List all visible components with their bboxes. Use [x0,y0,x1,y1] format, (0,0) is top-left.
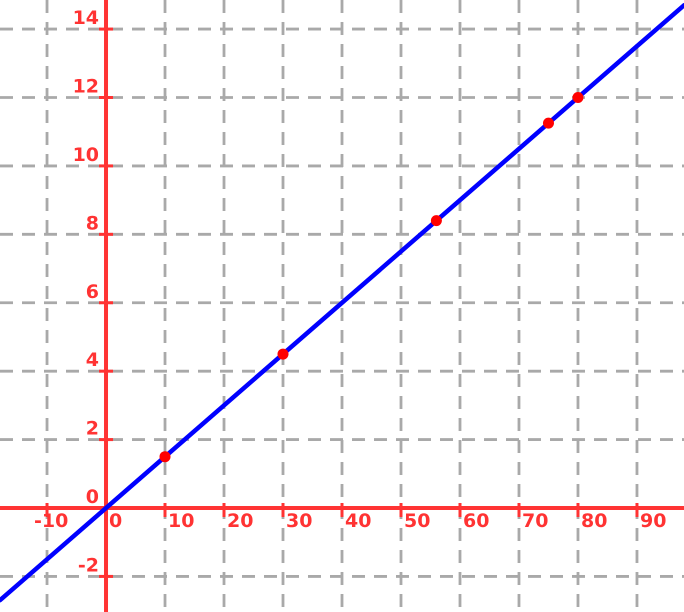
x-tick-label: 50 [404,510,430,532]
series-line [0,3,684,603]
data-point [572,91,584,103]
y-tick-label: 6 [86,281,99,303]
y-tick-label: 10 [73,144,99,166]
y-tick-label: 8 [86,212,99,234]
x-tick-label: 40 [345,510,371,532]
data-point [277,348,289,360]
x-tick-label: 0 [109,510,122,532]
y-tick-label: 12 [73,75,99,97]
x-tick-label: 70 [522,510,548,532]
y-tick-label: 2 [86,418,99,440]
y-tick-label: -2 [78,554,99,576]
x-tick-label: 90 [640,510,666,532]
series-line-layer [0,3,684,603]
y-tick-label: 4 [86,349,99,371]
tick-labels-layer: -10 0 10 20 30 40 50 60 70 80 90 -2 0 2 4 6 8 10 12 14 [34,7,666,576]
data-points-layer [159,91,584,463]
x-tick-label: 10 [168,510,194,532]
x-tick-label: 30 [286,510,312,532]
x-tick-label: 20 [227,510,253,532]
x-tick-label: -10 [34,510,68,532]
data-point [542,117,554,129]
x-tick-label: 60 [463,510,489,532]
tick-marks [45,27,639,578]
x-tick-label: 80 [581,510,607,532]
y-tick-label: 14 [73,7,99,29]
data-point [430,215,442,227]
y-tick-label: 0 [86,486,99,508]
data-point [159,451,171,463]
